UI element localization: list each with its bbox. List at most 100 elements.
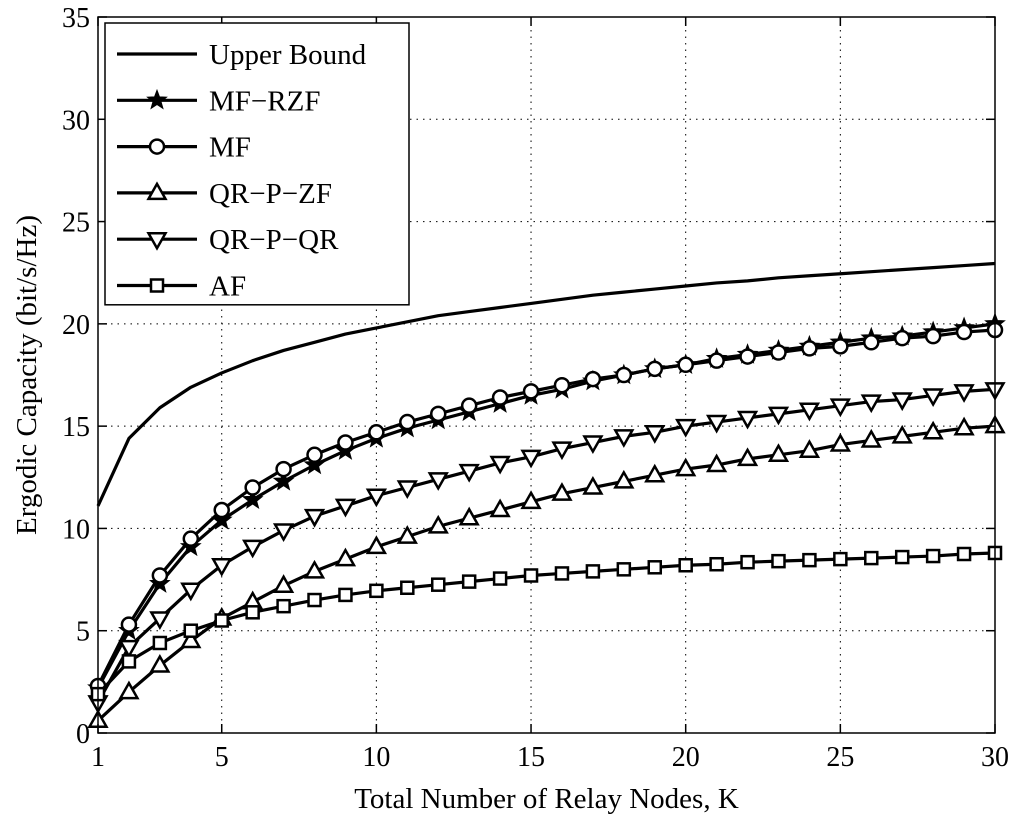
y-tick-label: 5 [76, 617, 90, 648]
x-tick-label: 15 [517, 742, 545, 773]
data-point-marker [245, 605, 260, 620]
data-point-marker [369, 583, 384, 599]
legend-item: Upper Bound [117, 39, 367, 71]
data-point-marker [551, 441, 573, 461]
data-point-marker [400, 580, 415, 596]
data-point-marker [802, 552, 817, 568]
x-tick-label: 1 [91, 742, 105, 773]
legend-label: MF [209, 132, 251, 164]
data-point-marker [180, 582, 202, 602]
data-point-marker [675, 457, 697, 477]
data-point-marker [829, 433, 851, 452]
x-tick-label: 5 [215, 742, 229, 773]
series-6 [90, 545, 1003, 702]
data-point-marker [151, 567, 169, 584]
data-point-marker [146, 88, 168, 110]
data-point-marker [770, 344, 787, 361]
series-5 [87, 382, 1006, 714]
data-point-marker [458, 506, 480, 526]
data-point-marker [644, 463, 666, 483]
data-point-marker [677, 356, 694, 374]
data-point-marker [829, 398, 851, 418]
data-point-marker [709, 556, 724, 572]
y-tick-label: 30 [62, 105, 90, 136]
data-point-marker [146, 181, 168, 201]
legend-item: MF−RZF [117, 85, 320, 117]
data-point-marker [118, 639, 140, 659]
data-point-marker [708, 352, 725, 369]
data-point-marker [644, 425, 666, 444]
data-point-marker [523, 568, 539, 583]
data-point-marker [492, 571, 508, 586]
data-point-marker [182, 530, 200, 547]
data-point-marker [767, 406, 790, 426]
data-point-marker [213, 501, 230, 519]
series-line [96, 551, 996, 696]
data-point-marker [924, 327, 942, 345]
data-point-marker [675, 418, 697, 438]
data-point-marker [461, 574, 477, 589]
plot-frame [97, 16, 996, 734]
data-point-marker [149, 611, 171, 630]
legend-box [104, 22, 410, 306]
y-tick-label: 10 [62, 514, 90, 545]
series-1 [96, 261, 996, 507]
data-point-marker [121, 654, 137, 669]
data-point-marker [771, 553, 786, 569]
series-line [96, 328, 996, 687]
data-point-marker [337, 434, 354, 451]
data-point-marker [736, 410, 759, 430]
legend-label: AF [209, 271, 246, 303]
data-point-marker [740, 554, 755, 570]
data-point-marker [891, 392, 913, 412]
y-tick-label: 20 [62, 310, 90, 341]
data-point-marker [584, 370, 602, 388]
data-point-marker [276, 598, 291, 614]
series-4 [87, 414, 1006, 728]
data-point-marker [306, 446, 323, 464]
data-point-marker [860, 394, 882, 414]
data-point-marker [553, 376, 571, 394]
data-point-marker [801, 340, 818, 357]
data-point-marker [613, 429, 635, 448]
data-point-marker [338, 587, 353, 603]
data-point-marker [149, 653, 171, 673]
data-point-marker [891, 424, 913, 444]
data-point-marker [739, 348, 756, 365]
legend-item: QR−P−ZF [117, 178, 332, 210]
data-point-marker [922, 388, 944, 407]
y-tick-label: 25 [62, 208, 90, 239]
x-tick-label: 25 [826, 742, 854, 773]
legend-item: AF [117, 271, 246, 303]
data-point-marker [953, 384, 975, 403]
data-point-marker [152, 635, 168, 651]
data-point-marker [953, 416, 975, 436]
data-point-marker [798, 439, 821, 458]
data-point-marker [120, 616, 138, 633]
data-point-marker [705, 453, 728, 473]
data-point-marker [582, 475, 604, 495]
x-axis-label: Total Number of Relay Nodes, K [354, 783, 739, 815]
data-point-marker [520, 490, 542, 510]
data-point-marker [522, 383, 540, 400]
data-point-marker [148, 138, 166, 155]
grid [98, 17, 995, 733]
legend: Upper Bound MF−RZF MF QR−P−ZF QR−P−QR AF [104, 22, 410, 306]
data-point-marker [955, 323, 973, 341]
data-point-marker [554, 566, 570, 581]
data-point-marker [925, 548, 941, 564]
data-point-marker [736, 447, 759, 467]
data-point-marker [307, 592, 322, 608]
series-line [96, 387, 996, 704]
data-point-marker [396, 525, 418, 544]
data-point-marker [334, 498, 357, 518]
data-point-marker [489, 455, 511, 475]
legend-item: QR−P−QR [117, 224, 339, 256]
data-point-marker [118, 680, 140, 700]
x-tick-label: 20 [672, 742, 700, 773]
data-point-marker [399, 413, 416, 431]
data-point-marker [146, 231, 168, 251]
data-point-marker [272, 574, 295, 593]
data-point-marker [705, 414, 728, 434]
